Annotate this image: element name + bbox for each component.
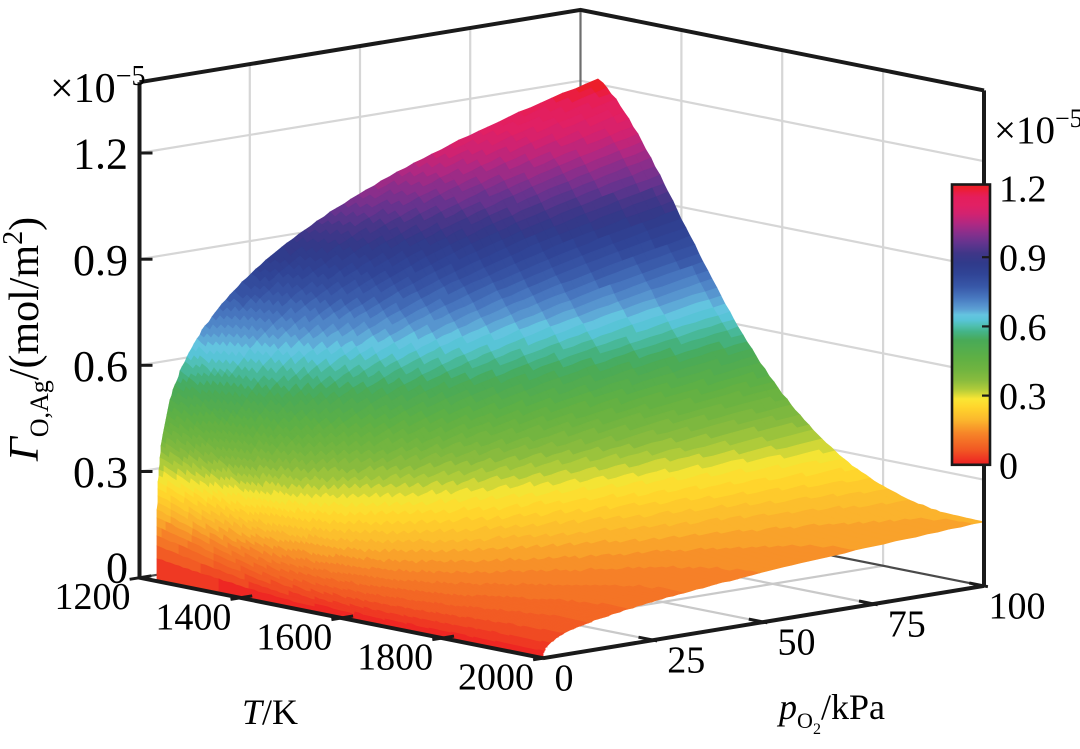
svg-text:25: 25 bbox=[667, 640, 705, 682]
svg-text:T/K: T/K bbox=[242, 692, 298, 732]
svg-text:ΓO,Ag/(mol/m2): ΓO,Ag/(mol/m2) bbox=[0, 217, 54, 462]
svg-text:100: 100 bbox=[989, 585, 1046, 627]
svg-text:0: 0 bbox=[999, 445, 1018, 487]
svg-text:2000: 2000 bbox=[458, 657, 534, 699]
svg-text:0.6: 0.6 bbox=[999, 307, 1047, 349]
svg-text:0.9: 0.9 bbox=[73, 236, 128, 285]
svg-text:50: 50 bbox=[778, 622, 816, 664]
svg-text:75: 75 bbox=[888, 604, 926, 646]
svg-text:1.2: 1.2 bbox=[73, 130, 128, 179]
svg-text:0: 0 bbox=[555, 658, 574, 700]
svg-text:pO2/kPa: pO2/kPa bbox=[776, 687, 885, 738]
svg-text:0.3: 0.3 bbox=[999, 376, 1047, 418]
svg-text:0: 0 bbox=[106, 544, 128, 593]
svg-text:0.6: 0.6 bbox=[73, 342, 128, 391]
svg-text:1400: 1400 bbox=[155, 596, 231, 638]
svg-text:1200: 1200 bbox=[55, 576, 131, 618]
svg-text:0.3: 0.3 bbox=[73, 448, 128, 497]
svg-text:1.2: 1.2 bbox=[999, 169, 1047, 211]
svg-text:0.9: 0.9 bbox=[999, 238, 1047, 280]
svg-text:1800: 1800 bbox=[357, 637, 433, 679]
svg-text:1600: 1600 bbox=[256, 616, 332, 658]
